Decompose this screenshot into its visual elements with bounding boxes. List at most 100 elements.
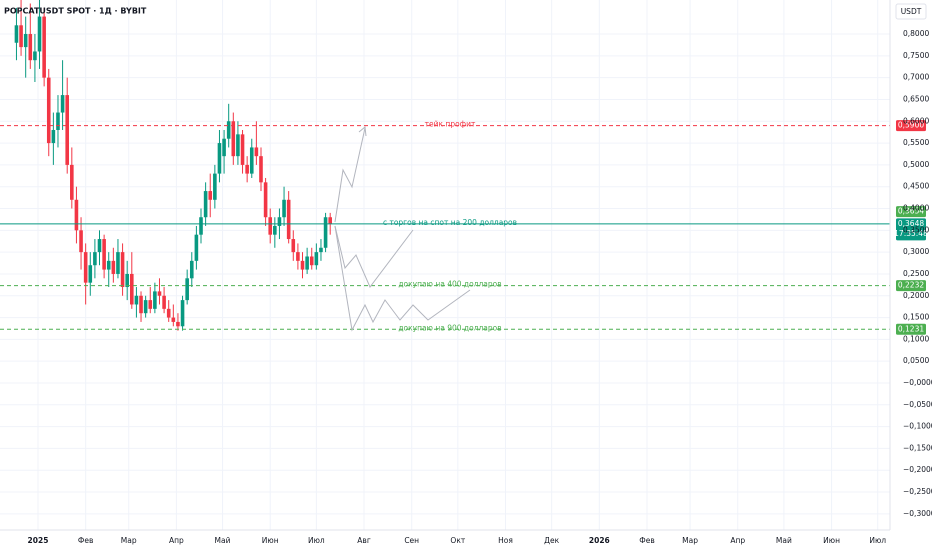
candle-body: [328, 217, 332, 224]
y-tick-label: 0,2500: [903, 269, 929, 278]
candle-body: [46, 77, 51, 144]
y-tick-label: 0,5500: [903, 138, 929, 147]
candle-body: [217, 143, 222, 174]
candle-body: [245, 164, 249, 174]
axes: 0,8000 0,7500 0,7000 0,6500 0,6000 0,5500 0,50…: [28, 29, 932, 545]
candle-body: [296, 252, 300, 261]
level-text: тейк профит: [425, 120, 476, 129]
price-tag-box: [896, 206, 926, 218]
candle-body: [93, 252, 97, 266]
y-tick-label: 0,6500: [903, 94, 929, 103]
x-tick-label: Мар: [682, 536, 698, 545]
candle-body: [19, 25, 23, 48]
y-tick-label: 0,7000: [903, 73, 929, 82]
candle-body: [102, 239, 106, 270]
candle-body: [65, 95, 70, 165]
price-tag: 0,3654: [898, 207, 924, 216]
y-tick-label: −0,2000: [903, 465, 932, 474]
candle-body: [14, 25, 19, 43]
candle-body: [79, 230, 83, 253]
candle-body: [37, 16, 42, 52]
x-tick-label: Окт: [450, 536, 465, 545]
candle-body: [33, 51, 37, 61]
currency: USDT: [901, 7, 922, 16]
candle-body: [286, 199, 291, 240]
candle-body: [259, 156, 263, 183]
countdown: 17:35:48: [894, 229, 928, 238]
candle-body: [203, 191, 208, 218]
candle-body: [185, 278, 189, 301]
level-text: докупаю на 900 долларов: [398, 323, 501, 332]
y-tick-label: −0,1000: [903, 422, 932, 431]
candle-body: [236, 134, 240, 157]
candle-body: [249, 147, 254, 174]
y-tick-label: 0,7500: [903, 51, 929, 60]
level-text: докупаю на 400 долларов: [398, 280, 501, 289]
x-tick-label: Май: [776, 536, 792, 545]
x-tick-label: Июл: [869, 536, 886, 545]
candle-body: [199, 217, 203, 235]
x-tick-label: Сен: [404, 536, 419, 545]
candle-body: [277, 217, 282, 226]
candle-body: [153, 291, 157, 309]
candle-body: [300, 260, 305, 270]
candle-body: [134, 295, 139, 305]
candle-body: [83, 252, 88, 283]
candle-body: [51, 129, 56, 144]
x-tick-label: Июн: [262, 536, 279, 545]
candle-body: [305, 256, 309, 270]
candle-body: [323, 217, 328, 248]
candle-body: [240, 134, 245, 165]
candle-body: [208, 191, 213, 200]
price-tag-box: [896, 120, 926, 132]
candle-body: [157, 291, 162, 296]
x-tick-label: Дек: [544, 536, 559, 545]
price-tag: 0,1231: [898, 324, 924, 333]
y-tick-label: 0,1500: [903, 313, 929, 322]
candle-body: [226, 121, 231, 139]
candle-body: [222, 138, 226, 157]
price-tag: 0,3648: [898, 219, 924, 228]
candle-body: [106, 260, 111, 270]
candle-body: [162, 295, 166, 309]
price-tag: 0,2232: [898, 281, 924, 290]
candle-body: [273, 225, 277, 235]
candle-body: [231, 121, 236, 157]
candle-body: [282, 199, 286, 218]
x-tick-label: Июн: [823, 536, 840, 545]
candle-body: [125, 273, 129, 288]
candle-body: [111, 260, 116, 274]
candle-body: [70, 164, 74, 200]
x-tick-label: Мар: [121, 536, 137, 545]
candle-body: [74, 199, 79, 231]
projection-up: [334, 127, 366, 223]
y-tick-label: −0,1500: [903, 443, 932, 452]
y-tick-label: 0,2000: [903, 291, 929, 300]
candle-body: [130, 273, 134, 305]
price-tag-box: [896, 323, 926, 335]
candle-body: [314, 252, 319, 266]
x-tick-label: 2026: [589, 536, 610, 545]
candle-body: [291, 239, 296, 253]
price-tag-box: [896, 218, 926, 241]
y-tick-label: 0,8000: [903, 29, 929, 38]
candle-body: [189, 260, 194, 279]
x-tick-label: Апр: [169, 536, 184, 545]
candle-body: [23, 34, 28, 48]
y-tick-label: 0,4000: [903, 204, 929, 213]
candle-body: [42, 16, 46, 78]
candle-body: [56, 112, 60, 130]
candle-body: [88, 265, 93, 283]
candles: [14, 0, 332, 331]
candle-body: [148, 300, 153, 309]
y-tick-label: 0,6000: [903, 116, 929, 125]
candle-body: [254, 147, 259, 157]
x-tick-label: Ноя: [498, 536, 513, 545]
projection-drawings: [334, 126, 471, 332]
chart-title: POPCATUSDT SPOT · 1Д · BYBIT: [4, 7, 147, 16]
candle-body: [213, 173, 217, 200]
